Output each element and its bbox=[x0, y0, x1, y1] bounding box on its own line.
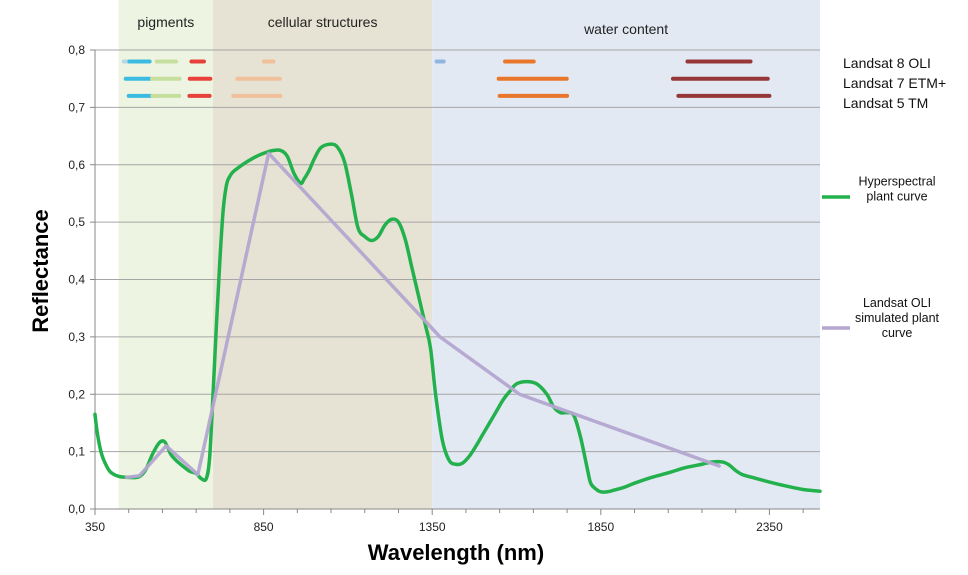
y-tick-label-3: 0,3 bbox=[68, 330, 85, 344]
gridlines bbox=[95, 49, 820, 453]
legend-label-0: Hyperspectral plant curve bbox=[858, 175, 935, 204]
region-label-2: water content bbox=[583, 21, 668, 37]
legend: Hyperspectral plant curve Landsat OLI simul… bbox=[822, 175, 940, 340]
region-1 bbox=[213, 0, 433, 509]
y-tick-label-5: 0,5 bbox=[68, 215, 85, 229]
x-tick-label-2: 1350 bbox=[419, 520, 446, 534]
sensor-labels: Landsat 8 OLI Landsat 7 ETM+ Landsat 5 TM bbox=[843, 55, 946, 111]
y-tick-label-8: 0,8 bbox=[68, 43, 85, 57]
sensor-label-0: Landsat 8 OLI bbox=[843, 55, 931, 71]
series-line-0 bbox=[93, 142, 822, 494]
axes: 0,0 0,1 0,2 0,3 0,4 0,5 0,6 0,7 0,8 350 850 1350 185… bbox=[68, 43, 820, 534]
y-tick-label-1: 0,1 bbox=[68, 445, 85, 459]
region-label-0: pigments bbox=[137, 14, 194, 30]
sensor-label-1: Landsat 7 ETM+ bbox=[843, 75, 946, 91]
series-lines bbox=[93, 142, 822, 494]
x-tick-label-1: 850 bbox=[254, 520, 274, 534]
series-line-1 bbox=[124, 151, 721, 480]
y-tick-label-0: 0,0 bbox=[68, 502, 85, 516]
y-tick-label-4: 0,4 bbox=[68, 273, 85, 287]
x-tick-label-4: 2350 bbox=[756, 520, 783, 534]
x-tick-label-3: 1850 bbox=[587, 520, 614, 534]
y-axis-title: Reflectance bbox=[28, 209, 53, 333]
y-tick-label-6: 0,6 bbox=[68, 158, 85, 172]
y-tick-label-7: 0,7 bbox=[68, 100, 85, 114]
x-tick-label-0: 350 bbox=[85, 520, 105, 534]
spectral-regions: pigments cellular structures water content bbox=[118, 0, 820, 509]
legend-label-1: Landsat OLI simulated plant curve bbox=[855, 296, 940, 340]
region-label-1: cellular structures bbox=[268, 14, 378, 30]
region-0 bbox=[118, 0, 214, 509]
x-axis-title: Wavelength (nm) bbox=[368, 540, 544, 565]
y-tick-label-2: 0,2 bbox=[68, 387, 85, 401]
sensor-label-2: Landsat 5 TM bbox=[843, 95, 928, 111]
region-2 bbox=[432, 0, 820, 509]
sensor-bands bbox=[121, 59, 772, 98]
